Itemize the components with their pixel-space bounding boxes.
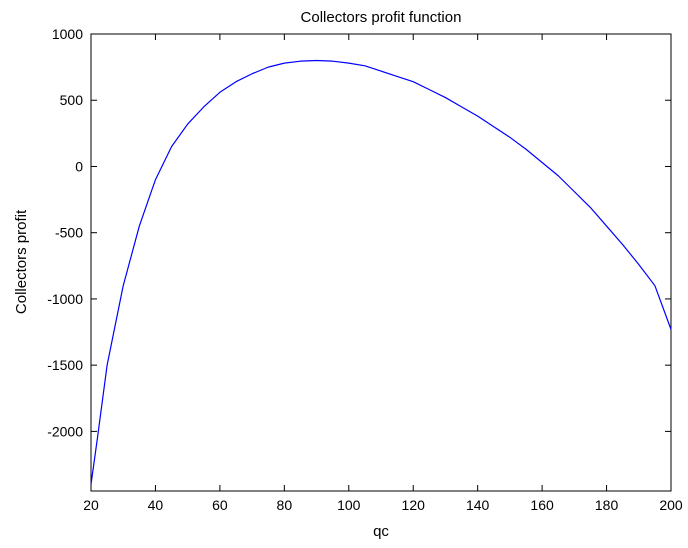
chart-title: Collectors profit function bbox=[301, 9, 462, 26]
series-line bbox=[90, 59, 672, 485]
y-tick-label: -1000 bbox=[47, 291, 83, 307]
y-axis-label: Collectors profit bbox=[13, 209, 30, 314]
y-tick-label: -500 bbox=[55, 225, 83, 241]
x-axis-label: qc bbox=[373, 523, 389, 540]
x-tick-label: 80 bbox=[277, 497, 293, 513]
axis-ticks: 20 40 60 80 100 120 140 160 180 200 -2000 -1500 -100… bbox=[47, 26, 683, 513]
x-tick-label: 20 bbox=[83, 497, 99, 513]
y-tick-label: 500 bbox=[60, 92, 84, 108]
x-tick-label: 140 bbox=[466, 497, 490, 513]
series-group bbox=[90, 59, 672, 485]
y-tick-label: -2000 bbox=[47, 423, 83, 439]
y-tick-label: -1500 bbox=[47, 357, 83, 373]
x-tick-label: 200 bbox=[659, 497, 683, 513]
y-tick-label: 0 bbox=[75, 158, 83, 174]
y-tick-label: 1000 bbox=[52, 26, 83, 42]
x-tick-label: 60 bbox=[212, 497, 228, 513]
x-tick-label: 40 bbox=[148, 497, 164, 513]
x-tick-label: 160 bbox=[530, 497, 554, 513]
x-tick-label: 120 bbox=[402, 497, 426, 513]
x-tick-label: 100 bbox=[337, 497, 361, 513]
x-tick-label: 180 bbox=[595, 497, 619, 513]
plot-area bbox=[90, 33, 672, 492]
